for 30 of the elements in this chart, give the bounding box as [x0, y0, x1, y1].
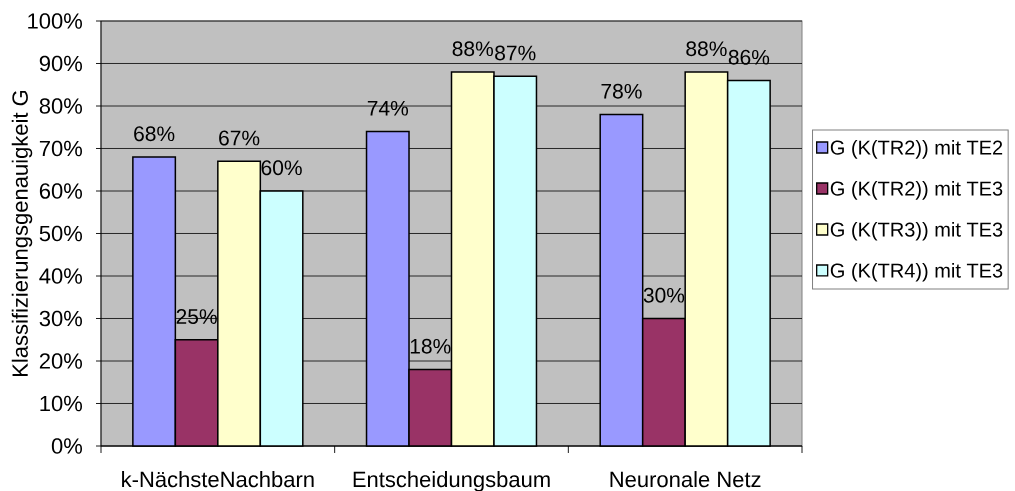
- data-label: 67%: [219, 130, 260, 146]
- y-tick-label: 80%: [39, 98, 83, 114]
- data-label: 18%: [410, 338, 451, 354]
- y-tick-label: 40%: [39, 268, 83, 284]
- data-label: 78%: [601, 83, 642, 99]
- y-tick-label: 60%: [39, 183, 83, 199]
- data-label: 88%: [452, 41, 494, 57]
- data-label: 88%: [686, 41, 727, 57]
- data-label: 30%: [643, 287, 685, 303]
- data-label: 74%: [367, 100, 409, 116]
- y-tick-label: 90%: [39, 55, 83, 72]
- y-tick-label: 100%: [28, 13, 82, 29]
- legend-label: G (K(TR2)) mit TE2: [830, 140, 1003, 159]
- data-label: 68%: [134, 126, 175, 142]
- y-tick-label: 50%: [39, 225, 83, 242]
- y-axis-title: Klassifizierungsgenauigkeit G: [11, 90, 33, 376]
- x-tick-label: k-NächsteNachbarn: [122, 471, 314, 488]
- x-tick-label: Entscheidungsbaum: [353, 471, 550, 491]
- y-tick-label: 0%: [51, 438, 83, 454]
- data-label: 60%: [261, 160, 302, 176]
- data-label: 87%: [495, 45, 536, 61]
- y-tick-label: 30%: [39, 310, 83, 327]
- legend-label: G (K(TR2)) mit TE3: [830, 181, 1003, 200]
- x-tick-label: Neuronale Netz: [610, 471, 761, 488]
- data-label: 86%: [728, 49, 770, 65]
- y-tick-label: 70%: [39, 140, 83, 157]
- legend-label: G (K(TR4)) mit TE3: [830, 262, 1003, 282]
- y-tick-label: 10%: [40, 395, 83, 412]
- legend-label: G (K(TR3)) mit TE3: [830, 221, 1003, 241]
- y-tick-label: 20%: [39, 353, 83, 369]
